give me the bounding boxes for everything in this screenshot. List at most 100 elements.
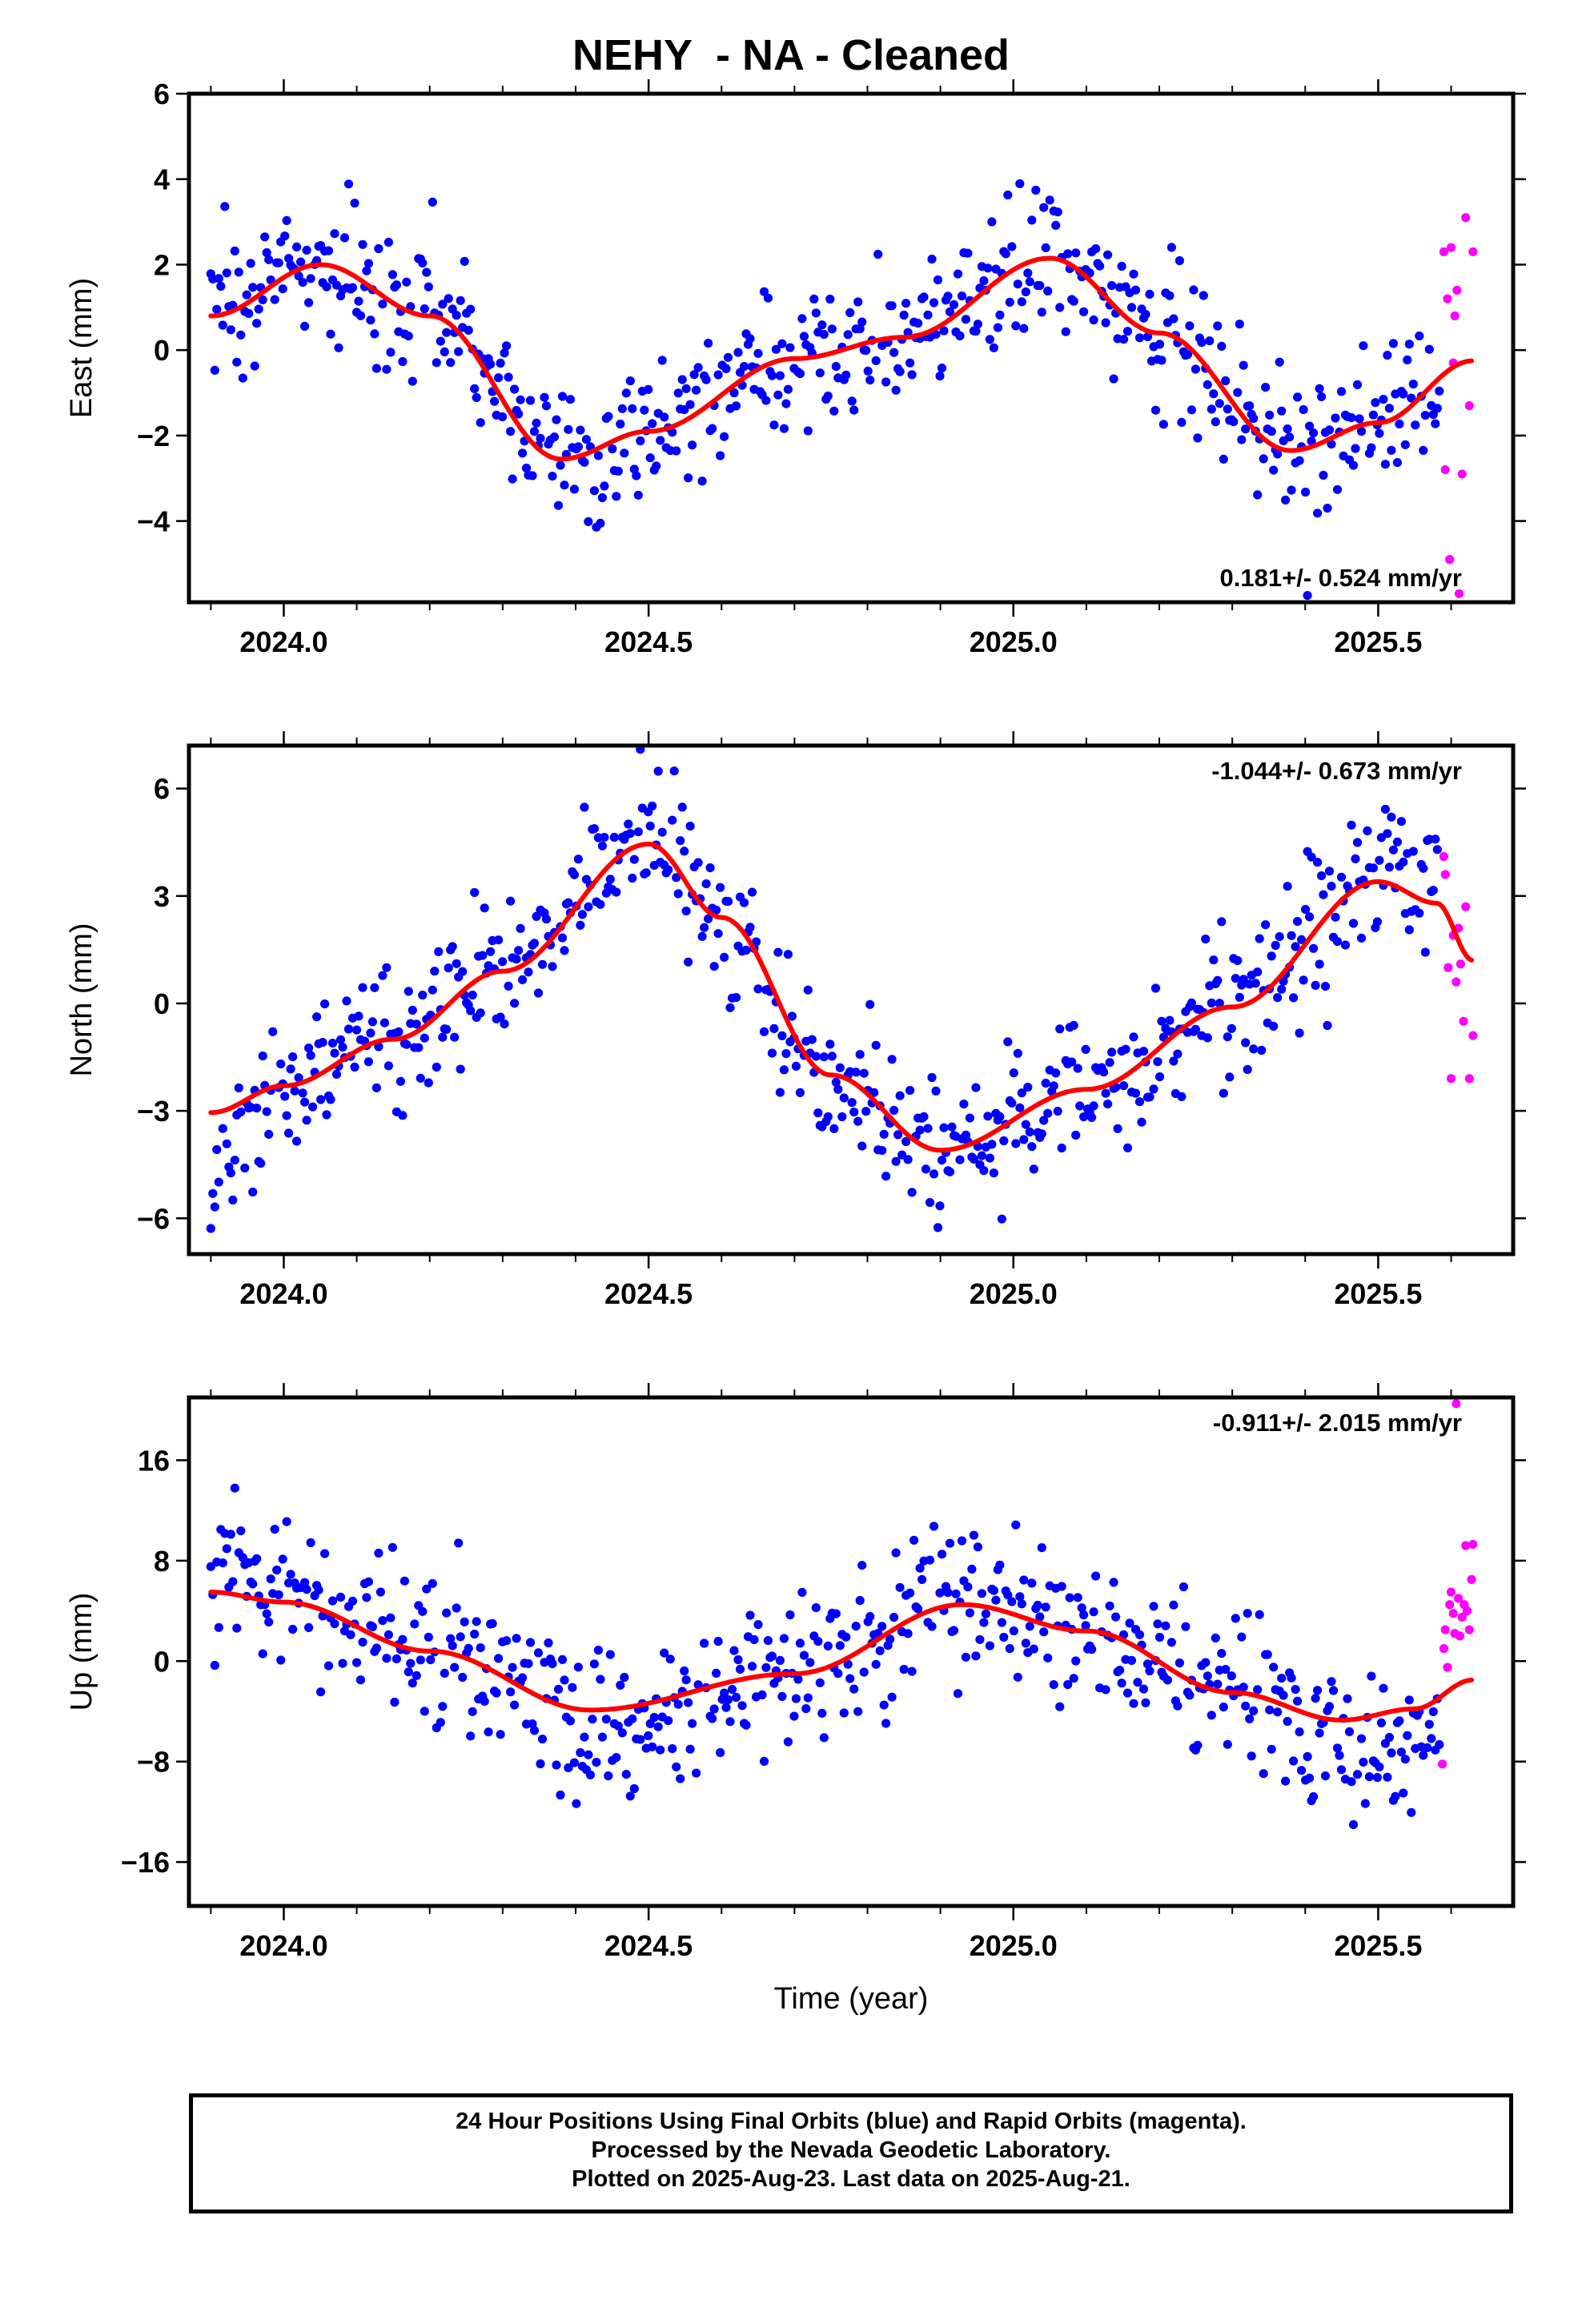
- rapid-orbit-points: [1438, 1399, 1478, 1769]
- final-point: [1403, 355, 1412, 364]
- final-point: [1383, 829, 1392, 838]
- final-point: [901, 1136, 911, 1147]
- final-point: [1021, 1120, 1030, 1129]
- final-point: [1145, 1666, 1154, 1676]
- final-point: [1253, 967, 1263, 977]
- rapid-point: [1452, 285, 1462, 296]
- final-point: [460, 256, 469, 266]
- final-point: [343, 179, 354, 189]
- final-point: [355, 311, 366, 320]
- final-point: [504, 981, 513, 991]
- final-point: [797, 314, 807, 324]
- final-point: [1307, 436, 1316, 446]
- final-point: [1315, 384, 1324, 393]
- final-point: [524, 967, 533, 977]
- final-point: [1387, 812, 1396, 822]
- final-point: [725, 1717, 735, 1727]
- final-point: [680, 1666, 689, 1676]
- final-point: [371, 1083, 381, 1092]
- final-point: [1351, 854, 1360, 863]
- final-point: [1013, 279, 1022, 289]
- final-point: [422, 267, 432, 277]
- final-point: [370, 329, 379, 339]
- final-point: [1303, 591, 1312, 601]
- final-point: [486, 360, 496, 369]
- final-point: [1001, 249, 1010, 259]
- final-point: [1043, 286, 1053, 296]
- final-point: [565, 395, 576, 404]
- final-point: [1041, 1602, 1050, 1612]
- final-point: [548, 1659, 557, 1669]
- final-point: [326, 329, 335, 339]
- final-point: [1352, 1770, 1363, 1779]
- final-point: [210, 1660, 219, 1671]
- final-point: [470, 887, 480, 898]
- final-point: [564, 898, 573, 907]
- final-point: [1249, 1044, 1259, 1054]
- final-point: [971, 1651, 981, 1661]
- final-point: [581, 435, 592, 444]
- final-point: [653, 1722, 663, 1731]
- x-tick-label: 2025.5: [1334, 1929, 1422, 1962]
- final-point: [390, 1697, 400, 1707]
- final-point: [218, 320, 227, 330]
- final-point: [1073, 1593, 1082, 1602]
- final-point: [1027, 1578, 1037, 1588]
- final-point: [1221, 1665, 1231, 1675]
- final-point: [416, 1073, 425, 1083]
- final-point: [1185, 1691, 1195, 1700]
- final-point: [286, 1570, 295, 1579]
- final-point: [795, 369, 805, 379]
- final-point: [1380, 460, 1390, 469]
- final-point: [420, 1033, 429, 1043]
- y-tick-label: 0: [154, 1645, 170, 1678]
- final-point: [226, 1530, 235, 1539]
- final-point: [1053, 207, 1062, 217]
- final-point: [358, 1638, 367, 1647]
- final-point: [871, 1659, 881, 1669]
- final-point: [803, 985, 813, 995]
- final-point: [749, 1634, 759, 1644]
- final-point: [327, 1596, 338, 1606]
- final-point: [320, 1549, 330, 1558]
- final-point: [781, 399, 791, 408]
- final-point: [504, 372, 513, 382]
- y-tick-label: −6: [137, 1202, 170, 1235]
- final-point: [745, 1610, 755, 1620]
- final-point: [983, 1112, 993, 1121]
- y-tick-label: −8: [137, 1746, 170, 1779]
- final-point: [460, 1617, 469, 1626]
- final-point: [440, 1668, 449, 1678]
- final-point: [466, 304, 476, 314]
- final-point: [1209, 389, 1219, 399]
- final-point: [404, 1667, 413, 1677]
- final-point: [915, 1563, 925, 1573]
- final-point: [1277, 1674, 1287, 1683]
- final-point: [510, 1700, 520, 1710]
- x-tick-label: 2024.0: [239, 1277, 327, 1310]
- final-point: [450, 1663, 460, 1672]
- final-point: [1039, 203, 1049, 212]
- final-point: [1039, 1627, 1049, 1637]
- final-point: [494, 1654, 504, 1663]
- final-point: [1431, 419, 1440, 428]
- final-point: [1368, 863, 1378, 873]
- final-point: [847, 396, 857, 406]
- final-point: [688, 1719, 697, 1728]
- final-point: [1105, 1058, 1114, 1068]
- y-tick-label: 6: [154, 78, 170, 111]
- final-point: [1265, 410, 1275, 420]
- x-tick-label: 2025.0: [970, 625, 1058, 658]
- final-point: [1015, 179, 1025, 188]
- final-point: [472, 1617, 481, 1626]
- final-point: [909, 1535, 919, 1545]
- final-point: [1320, 982, 1331, 991]
- final-point: [1407, 393, 1416, 403]
- final-point: [1347, 1777, 1356, 1787]
- final-point: [580, 1732, 589, 1742]
- final-point: [1355, 414, 1364, 424]
- final-point: [1309, 428, 1319, 438]
- final-point: [1057, 1582, 1066, 1591]
- x-tick-label: 2025.5: [1334, 1277, 1422, 1310]
- final-point: [378, 300, 387, 309]
